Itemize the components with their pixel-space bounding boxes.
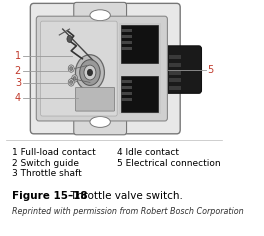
Text: 3 Throttle shaft: 3 Throttle shaft <box>12 169 81 178</box>
Text: 1: 1 <box>15 51 21 61</box>
Bar <box>121 76 158 112</box>
Ellipse shape <box>70 80 73 84</box>
Bar <box>121 92 132 95</box>
Ellipse shape <box>84 65 96 80</box>
Text: 3: 3 <box>15 78 21 88</box>
FancyBboxPatch shape <box>30 3 180 134</box>
FancyBboxPatch shape <box>76 87 115 111</box>
Text: Throttle valve switch.: Throttle valve switch. <box>64 191 183 201</box>
Text: Figure 15–18: Figure 15–18 <box>12 191 87 201</box>
FancyBboxPatch shape <box>74 2 126 28</box>
Ellipse shape <box>80 60 100 85</box>
FancyBboxPatch shape <box>166 46 201 93</box>
Text: 5 Electrical connection: 5 Electrical connection <box>117 159 221 168</box>
Bar <box>169 55 181 59</box>
FancyBboxPatch shape <box>74 109 126 135</box>
Ellipse shape <box>73 77 76 80</box>
Text: 5: 5 <box>208 65 214 75</box>
Bar <box>169 71 181 75</box>
Bar <box>121 35 132 38</box>
Ellipse shape <box>90 10 110 21</box>
Bar <box>169 63 181 67</box>
Bar <box>121 29 132 32</box>
Text: 2: 2 <box>15 66 21 76</box>
FancyBboxPatch shape <box>36 16 167 121</box>
Ellipse shape <box>70 67 73 71</box>
Ellipse shape <box>68 65 74 72</box>
Text: 4: 4 <box>15 93 21 103</box>
Bar <box>119 23 162 114</box>
Ellipse shape <box>67 35 72 42</box>
Text: 1 Full-load contact: 1 Full-load contact <box>12 148 95 157</box>
Bar <box>121 41 132 44</box>
Ellipse shape <box>87 69 92 76</box>
Bar <box>169 79 181 82</box>
Bar <box>121 98 132 101</box>
Text: 4 Idle contact: 4 Idle contact <box>117 148 179 157</box>
Bar <box>121 80 132 83</box>
Bar <box>169 86 181 90</box>
Text: 2 Switch guide: 2 Switch guide <box>12 159 79 168</box>
Bar <box>121 86 132 89</box>
Bar <box>121 47 132 50</box>
Ellipse shape <box>76 55 104 90</box>
Bar <box>121 25 158 63</box>
Ellipse shape <box>72 75 78 82</box>
Text: Reprinted with permission from Robert Bosch Corporation: Reprinted with permission from Robert Bo… <box>12 207 243 216</box>
FancyBboxPatch shape <box>41 21 117 116</box>
Ellipse shape <box>90 117 110 127</box>
Ellipse shape <box>68 79 74 86</box>
